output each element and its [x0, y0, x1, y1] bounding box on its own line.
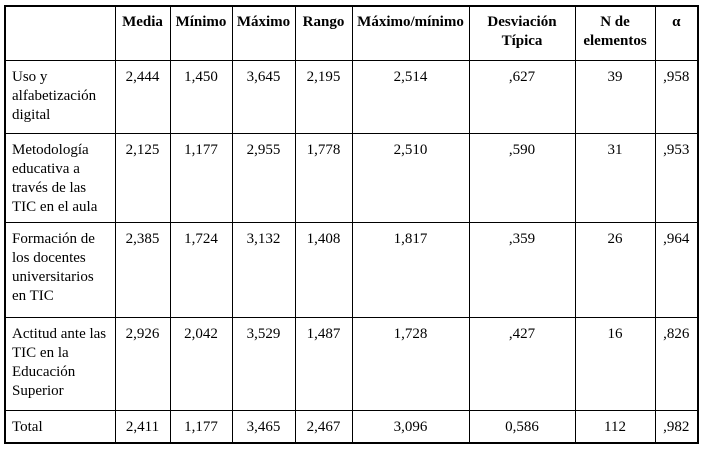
table-row-formacion-docentes: Formación de los docentes universitarios… [4, 221, 699, 318]
table-row-total: Total 2,411 1,177 3,465 2,467 3,096 0,58… [4, 409, 699, 444]
cell-media: 2,444 [114, 59, 171, 134]
cell-alpha: ,953 [654, 132, 699, 223]
row-label-total: Total [4, 409, 116, 444]
column-header-desviacion-tipica: Desviación Típica [468, 5, 576, 61]
cell-alpha: ,958 [654, 59, 699, 134]
cell-desviacion-tipica: ,427 [468, 316, 576, 411]
cell-media: 2,385 [114, 221, 171, 318]
table-row-metodologia-educativa: Metodología educativa a través de las TI… [4, 132, 699, 223]
column-header-maximo: Máximo [231, 5, 296, 61]
cell-minimo: 1,450 [169, 59, 233, 134]
cell-rango: 2,195 [294, 59, 353, 134]
cell-rango: 1,778 [294, 132, 353, 223]
cell-minimo: 1,177 [169, 409, 233, 444]
cell-maximo-minimo: 1,817 [351, 221, 470, 318]
table-row-actitud-ante-tic: Actitud ante las TIC en la Educación Sup… [4, 316, 699, 411]
cell-maximo: 2,955 [231, 132, 296, 223]
cell-maximo: 3,645 [231, 59, 296, 134]
cell-rango: 1,487 [294, 316, 353, 411]
table-header-row: Media Mínimo Máximo Rango Máximo/mínimo … [4, 5, 699, 61]
cell-media: 2,926 [114, 316, 171, 411]
cell-minimo: 1,177 [169, 132, 233, 223]
cell-n-de-elementos: 112 [574, 409, 656, 444]
column-header-media: Media [114, 5, 171, 61]
cell-maximo: 3,465 [231, 409, 296, 444]
row-label-actitud-ante-tic: Actitud ante las TIC en la Educación Sup… [4, 316, 116, 411]
cell-desviacion-tipica: ,590 [468, 132, 576, 223]
cell-n-de-elementos: 31 [574, 132, 656, 223]
cell-alpha: ,826 [654, 316, 699, 411]
cell-n-de-elementos: 16 [574, 316, 656, 411]
row-label-metodologia-educativa: Metodología educativa a través de las TI… [4, 132, 116, 223]
column-header-alpha: α [654, 5, 699, 61]
table-row-uso-y-alfabetizacion-digital: Uso y alfabetización digital 2,444 1,450… [4, 59, 699, 134]
cell-desviacion-tipica: ,359 [468, 221, 576, 318]
cell-n-de-elementos: 26 [574, 221, 656, 318]
cell-media: 2,411 [114, 409, 171, 444]
cell-minimo: 1,724 [169, 221, 233, 318]
cell-alpha: ,982 [654, 409, 699, 444]
column-header-empty [4, 5, 116, 61]
cell-rango: 2,467 [294, 409, 353, 444]
cell-desviacion-tipica: ,627 [468, 59, 576, 134]
cell-maximo-minimo: 2,514 [351, 59, 470, 134]
row-label-uso-y-alfabetizacion-digital: Uso y alfabetización digital [4, 59, 116, 134]
column-header-minimo: Mínimo [169, 5, 233, 61]
cell-desviacion-tipica: 0,586 [468, 409, 576, 444]
row-label-formacion-docentes: Formación de los docentes universitarios… [4, 221, 116, 318]
column-header-n-de-elementos: N de elementos [574, 5, 656, 61]
cell-maximo-minimo: 2,510 [351, 132, 470, 223]
column-header-rango: Rango [294, 5, 353, 61]
cell-media: 2,125 [114, 132, 171, 223]
cell-minimo: 2,042 [169, 316, 233, 411]
cell-n-de-elementos: 39 [574, 59, 656, 134]
cell-rango: 1,408 [294, 221, 353, 318]
statistics-table: Media Mínimo Máximo Rango Máximo/mínimo … [4, 5, 699, 444]
cell-alpha: ,964 [654, 221, 699, 318]
cell-maximo: 3,529 [231, 316, 296, 411]
cell-maximo: 3,132 [231, 221, 296, 318]
cell-maximo-minimo: 1,728 [351, 316, 470, 411]
cell-maximo-minimo: 3,096 [351, 409, 470, 444]
column-header-maximo-minimo: Máximo/mínimo [351, 5, 470, 61]
